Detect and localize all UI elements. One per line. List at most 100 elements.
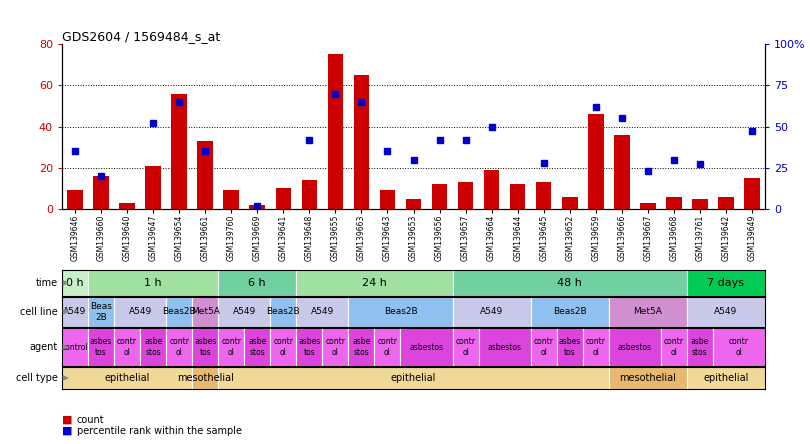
- Bar: [67, 190, 83, 209]
- Text: contr
ol: contr ol: [455, 337, 475, 357]
- Bar: [192, 297, 218, 327]
- Text: ▶: ▶: [60, 342, 69, 352]
- Text: time: time: [36, 278, 58, 288]
- Text: Beas2B: Beas2B: [162, 308, 196, 317]
- Bar: [614, 135, 629, 209]
- Text: Met5A: Met5A: [633, 308, 663, 317]
- Bar: [192, 328, 218, 366]
- Bar: [88, 297, 114, 327]
- Bar: [198, 141, 213, 209]
- Text: 24 h: 24 h: [362, 278, 387, 288]
- Bar: [327, 54, 343, 209]
- Text: mesothelial: mesothelial: [177, 373, 233, 383]
- Text: contr
ol: contr ol: [273, 337, 293, 357]
- Text: A549: A549: [714, 308, 738, 317]
- Bar: [348, 328, 374, 366]
- Text: count: count: [77, 415, 104, 425]
- Bar: [687, 328, 713, 366]
- Text: ▶: ▶: [60, 278, 69, 288]
- Text: 7 days: 7 days: [707, 278, 744, 288]
- Bar: [93, 176, 109, 209]
- Bar: [296, 270, 453, 296]
- Bar: [531, 328, 556, 366]
- Text: cell line: cell line: [20, 307, 58, 317]
- Bar: [249, 205, 265, 209]
- Bar: [296, 328, 322, 366]
- Bar: [556, 328, 582, 366]
- Text: ▶: ▶: [60, 373, 69, 382]
- Text: contr
ol: contr ol: [377, 337, 398, 357]
- Text: Beas
2B: Beas 2B: [90, 302, 112, 322]
- Text: epithelial: epithelial: [703, 373, 748, 383]
- Text: Beas2B: Beas2B: [553, 308, 586, 317]
- Bar: [275, 188, 291, 209]
- Text: contr
ol: contr ol: [534, 337, 554, 357]
- Bar: [88, 328, 114, 366]
- Bar: [692, 198, 708, 209]
- Text: 6 h: 6 h: [249, 278, 266, 288]
- Bar: [509, 184, 526, 209]
- Bar: [453, 297, 531, 327]
- Bar: [484, 170, 500, 209]
- Text: asbes
tos: asbes tos: [298, 337, 321, 357]
- Text: asbe
stos: asbe stos: [352, 337, 370, 357]
- Bar: [119, 203, 135, 209]
- Bar: [172, 94, 187, 209]
- Bar: [453, 270, 687, 296]
- Bar: [218, 270, 296, 296]
- Bar: [245, 328, 271, 366]
- Bar: [609, 328, 661, 366]
- Text: ▶: ▶: [60, 308, 69, 317]
- Bar: [687, 367, 765, 389]
- Bar: [88, 270, 218, 296]
- Text: epithelial: epithelial: [104, 373, 150, 383]
- Text: GDS2604 / 1569484_s_at: GDS2604 / 1569484_s_at: [62, 30, 220, 43]
- Text: Met5A: Met5A: [191, 308, 220, 317]
- Bar: [218, 297, 271, 327]
- Text: A549: A549: [311, 308, 334, 317]
- Text: asbestos: asbestos: [488, 342, 522, 352]
- Bar: [479, 328, 531, 366]
- Text: A549: A549: [63, 308, 87, 317]
- Bar: [531, 297, 609, 327]
- Text: cell type: cell type: [16, 373, 58, 383]
- Bar: [271, 328, 296, 366]
- Bar: [380, 190, 395, 209]
- Text: percentile rank within the sample: percentile rank within the sample: [77, 426, 241, 436]
- Bar: [661, 328, 687, 366]
- Bar: [62, 328, 88, 366]
- Bar: [582, 328, 609, 366]
- Bar: [536, 182, 552, 209]
- Text: mesothelial: mesothelial: [620, 373, 676, 383]
- Bar: [192, 367, 218, 389]
- Text: A549: A549: [480, 308, 503, 317]
- Bar: [114, 297, 166, 327]
- Bar: [322, 328, 348, 366]
- Bar: [218, 328, 245, 366]
- Bar: [744, 178, 760, 209]
- Text: 0 h: 0 h: [66, 278, 83, 288]
- Bar: [348, 297, 453, 327]
- Bar: [62, 297, 88, 327]
- Bar: [687, 270, 765, 296]
- Text: asbestos: asbestos: [410, 342, 444, 352]
- Bar: [374, 328, 400, 366]
- Text: asbes
tos: asbes tos: [90, 337, 112, 357]
- Text: contr
ol: contr ol: [586, 337, 606, 357]
- Text: epithelial: epithelial: [390, 373, 437, 383]
- Text: A549: A549: [232, 308, 256, 317]
- Text: asbes
tos: asbes tos: [559, 337, 581, 357]
- Bar: [114, 328, 140, 366]
- Bar: [354, 75, 369, 209]
- Bar: [166, 328, 192, 366]
- Bar: [432, 184, 447, 209]
- Bar: [718, 197, 734, 209]
- Bar: [145, 166, 161, 209]
- Bar: [609, 297, 687, 327]
- Text: asbe
stos: asbe stos: [691, 337, 709, 357]
- Text: asbestos: asbestos: [618, 342, 652, 352]
- Text: control: control: [62, 342, 88, 352]
- Text: ■: ■: [62, 415, 73, 425]
- Text: 48 h: 48 h: [557, 278, 582, 288]
- Bar: [62, 367, 192, 389]
